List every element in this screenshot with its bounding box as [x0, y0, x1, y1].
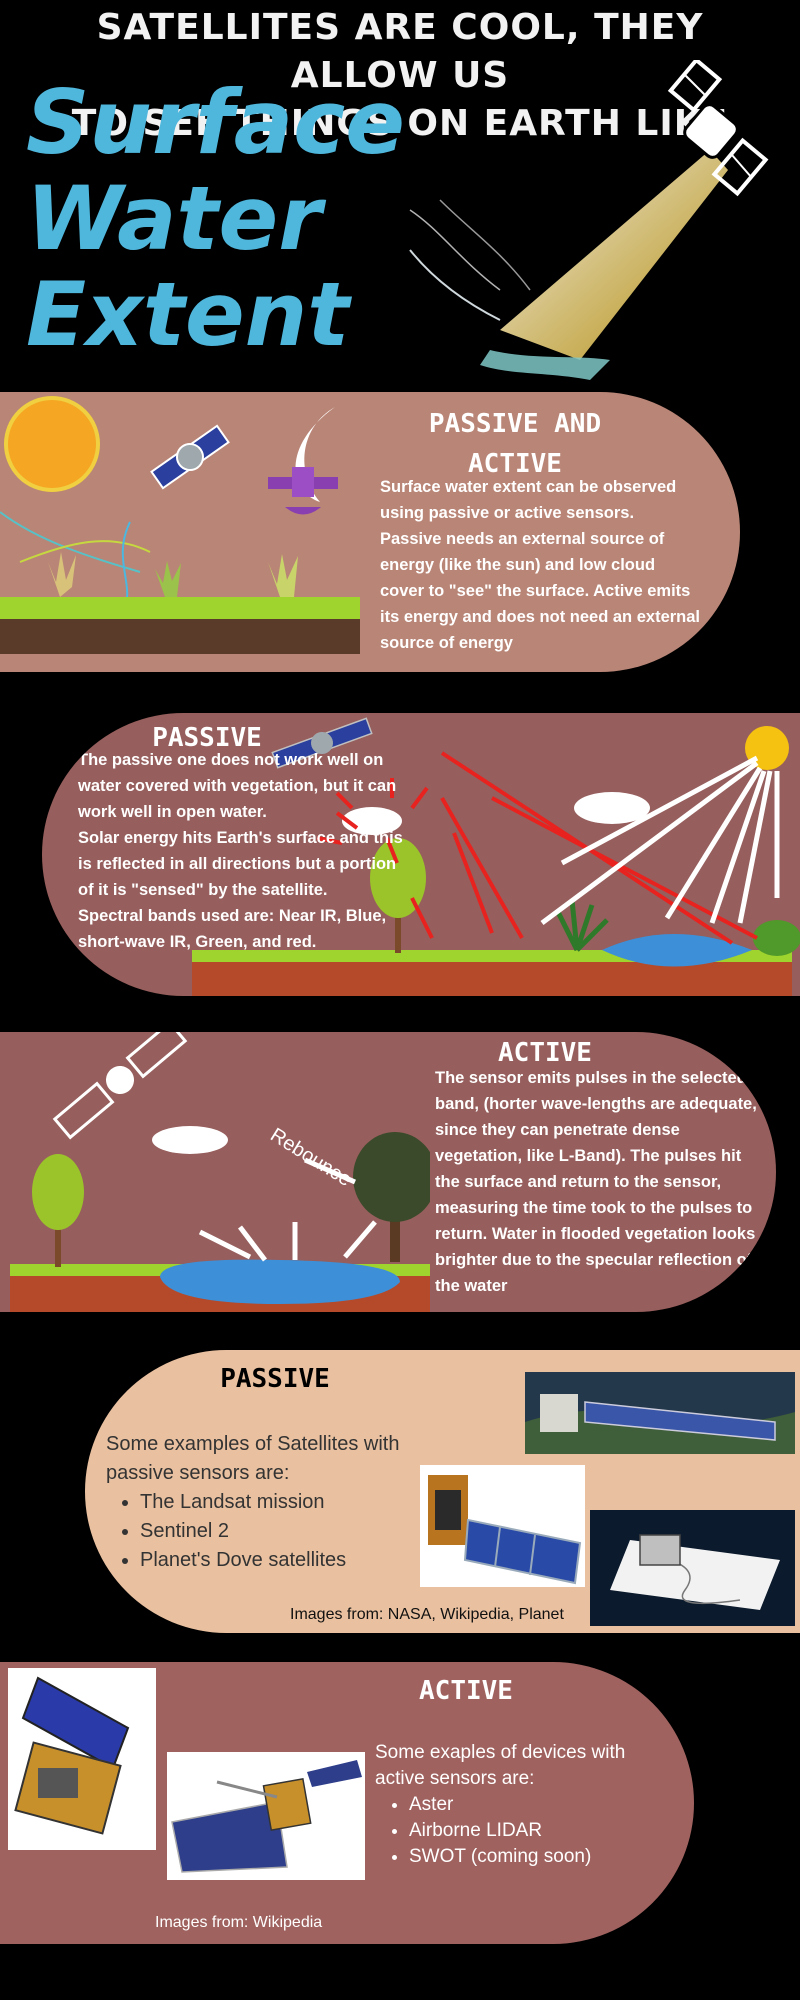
rebound-arrows	[198, 1157, 377, 1262]
main-title-line-3: Extent	[26, 263, 350, 366]
list-item: SWOT (coming soon)	[409, 1844, 675, 1870]
cloud-icon	[152, 1126, 228, 1154]
active-sensing-illustration	[10, 1032, 430, 1312]
palm-icon	[554, 899, 609, 952]
sun-and-satellites-illustration	[0, 396, 360, 654]
satellite-dish-icon	[268, 467, 338, 515]
passive-examples-intro: Some examples of Satellites with passive…	[106, 1433, 400, 1484]
active-title: ACTIVE	[498, 1038, 592, 1068]
intro-title: PASSIVE AND ACTIVE	[370, 404, 660, 484]
passive-examples-credit: Images from: NASA, Wikipedia, Planet	[290, 1606, 564, 1623]
dark-tree-icon	[353, 1132, 430, 1262]
active-panel: Rebounce ACTIVE The sensor emits pulses …	[0, 1032, 776, 1312]
satellite-icon	[150, 424, 230, 490]
landsat-satellite-image	[525, 1372, 795, 1454]
active-examples-text: Some exaples of devices with active sens…	[375, 1740, 675, 1870]
list-item: Planet's Dove satellites	[140, 1546, 426, 1575]
satellite-icon	[52, 1032, 188, 1140]
intro-title-line-1: PASSIVE AND	[428, 409, 602, 439]
sun-icon	[4, 396, 100, 492]
passive-text-line-2: Solar energy hits Earth's surface and th…	[78, 829, 403, 899]
list-item: The Landsat mission	[140, 1488, 426, 1517]
planet-dove-satellite-image	[590, 1510, 795, 1626]
main-title: Surface Water Extent	[26, 75, 405, 363]
sentinel-satellite-image	[420, 1465, 585, 1587]
header-line-2: TO SEE THINGS ON EARTH LIKE	[71, 103, 729, 144]
active-examples-title: ACTIVE	[419, 1676, 513, 1706]
passive-examples-title: PASSIVE	[220, 1364, 330, 1394]
active-examples-list: Aster Airborne LIDAR SWOT (coming soon)	[375, 1792, 675, 1870]
intro-text: Surface water extent can be observed usi…	[380, 478, 701, 652]
passive-examples-text: Some examples of Satellites with passive…	[106, 1430, 426, 1575]
list-item: Airborne LIDAR	[409, 1818, 675, 1844]
solar-arrows	[540, 755, 780, 926]
cloud-icon	[574, 792, 650, 824]
tree-icon	[32, 1154, 84, 1267]
intro-panel: PASSIVE AND ACTIVE Surface water extent …	[0, 392, 740, 672]
passive-text-line-1: The passive one does not work well on wa…	[78, 751, 397, 821]
lidar-satellite-image	[167, 1752, 365, 1880]
passive-panel: PASSIVE The passive one does not work we…	[42, 713, 800, 996]
main-title-line-1: Surface	[26, 71, 405, 174]
active-text: The sensor emits pulses in the selected …	[435, 1069, 757, 1295]
passive-title: PASSIVE	[152, 723, 262, 753]
list-item: Sentinel 2	[140, 1517, 426, 1546]
satellite-icon	[667, 60, 769, 197]
header-line-1: SATELLITES ARE COOL, THEY ALLOW US	[96, 7, 704, 96]
main-title-line-2: Water	[26, 167, 322, 270]
satellite-beam-illustration	[409, 60, 769, 380]
active-examples-intro: Some exaples of devices with active sens…	[375, 1742, 626, 1789]
passive-examples-list: The Landsat mission Sentinel 2 Planet's …	[106, 1488, 426, 1575]
aster-satellite-image	[8, 1668, 156, 1850]
header-heading: SATELLITES ARE COOL, THEY ALLOW US TO SE…	[20, 4, 780, 148]
intro-title-line-2: ACTIVE	[468, 449, 562, 479]
bush-icon	[753, 920, 800, 956]
passive-text-line-3: Spectral bands used are: Near IR, Blue, …	[78, 907, 387, 951]
active-examples-credit: Images from: Wikipedia	[155, 1914, 323, 1931]
satellite-icon	[271, 717, 373, 769]
list-item: Aster	[409, 1792, 675, 1818]
passive-sensing-illustration	[192, 717, 800, 996]
passive-text: The passive one does not work well on wa…	[78, 747, 408, 955]
